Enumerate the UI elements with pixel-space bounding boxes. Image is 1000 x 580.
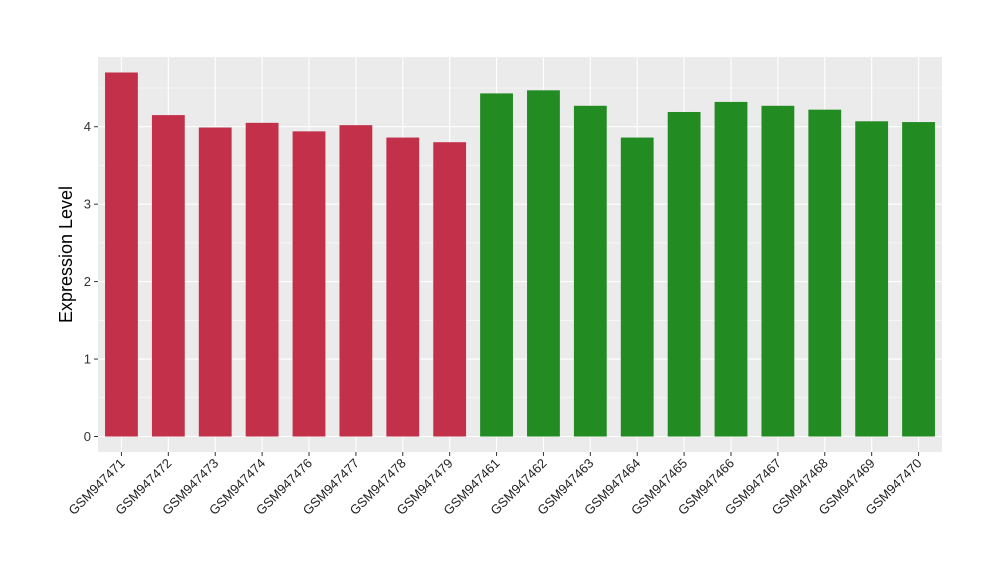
bar (245, 122, 279, 437)
bar (855, 121, 889, 437)
y-axis-title: Expression Level (56, 186, 76, 323)
bar (433, 142, 467, 437)
minor-gridlines (98, 87, 942, 399)
bar (761, 105, 795, 437)
bar (527, 90, 560, 437)
bar (620, 137, 654, 437)
bar (151, 115, 185, 437)
bar (292, 131, 326, 437)
y-axis: 0 1 2 3 4 (84, 119, 98, 444)
bars (105, 72, 935, 437)
x-axis: GSM947471GSM947472GSM947473GSM947474GSM9… (65, 452, 925, 518)
bar (105, 72, 138, 437)
bar (808, 109, 842, 437)
bar (480, 93, 513, 437)
y-tick-label: 0 (84, 429, 91, 444)
bar (386, 137, 420, 437)
bar (667, 111, 701, 437)
bar (714, 101, 748, 437)
bar (902, 122, 935, 437)
bar (339, 125, 373, 437)
bar (573, 105, 607, 437)
y-tick-label: 2 (84, 274, 91, 289)
y-tick-label: 3 (84, 197, 91, 212)
plot-panel (98, 57, 942, 452)
y-tick-label: 4 (84, 119, 91, 134)
bar (198, 127, 232, 437)
y-tick-label: 1 (84, 352, 91, 367)
